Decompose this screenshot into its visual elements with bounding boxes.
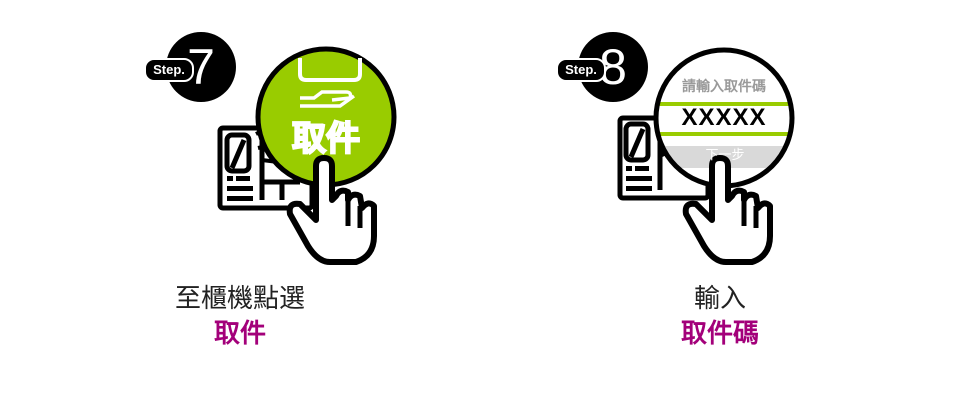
step-7-panel: 取件 7 Step. 至櫃機點選 取件 — [144, 32, 397, 349]
step-instruction-highlight: 取件碼 — [680, 319, 759, 349]
zoom-screen-circle — [653, 47, 795, 189]
step-instruction: 至櫃機點選 — [174, 284, 305, 314]
step-7-illustration — [217, 46, 397, 265]
next-step-button[interactable]: 下一步 — [680, 146, 770, 166]
pickup-code-value: XXXXX — [681, 104, 767, 131]
kiosk-pickup-button[interactable]: 取件 — [286, 118, 366, 160]
step-label: Step. — [556, 58, 606, 82]
step-instruction: 輸入 — [693, 284, 746, 314]
step-8-illustration — [617, 47, 795, 265]
package-hand-icon — [300, 90, 356, 108]
step-8-panel: 請輸入取件碼 XXXXX 下一步 8 Step. 輸入 取件碼 — [480, 0, 960, 400]
pointing-hand-icon — [286, 155, 377, 265]
step-instruction-highlight: 取件 — [213, 319, 266, 349]
step-badge: 8 Step. — [556, 32, 648, 102]
step-label: Step. — [144, 58, 194, 82]
step-badge: 7 Step. — [144, 32, 236, 102]
screen-prompt: 請輸入取件碼 — [682, 79, 766, 95]
pickup-code-input[interactable]: XXXXX — [664, 104, 784, 132]
next-step-label: 下一步 — [705, 148, 745, 163]
pickup-button-label: 取件 — [291, 118, 361, 160]
pointing-hand-icon — [682, 155, 773, 265]
